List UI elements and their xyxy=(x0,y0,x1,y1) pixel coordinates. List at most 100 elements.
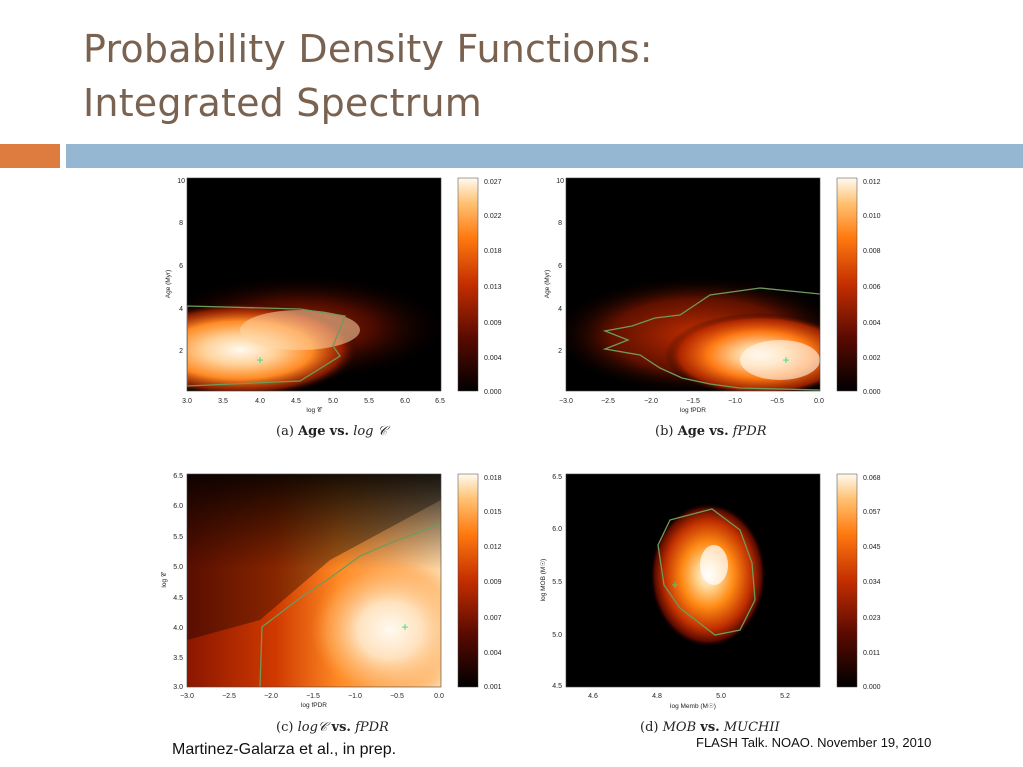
panel-a-x-ticks: 3.0 3.5 4.0 4.5 5.0 5.5 6.0 6.5 xyxy=(182,398,445,405)
panel-c-xtick: −0.5 xyxy=(390,693,404,700)
panel-c-caption: (c) log𝒞 vs. fPDR xyxy=(276,720,389,735)
panel-a-y-ticks: 2 4 6 8 10 xyxy=(177,178,185,355)
panel-d-y-ticks: 4.5 5.0 5.5 6.0 6.5 xyxy=(552,474,562,690)
panel-b-density xyxy=(566,275,820,391)
panel-b-cbar-tick: 0.012 xyxy=(863,179,881,186)
panel-d-xtick: 4.6 xyxy=(588,693,598,700)
panel-c-density xyxy=(187,474,441,687)
panel-c-ytick: 6.5 xyxy=(173,473,183,480)
panel-d-cbar-tick: 0.068 xyxy=(863,475,881,482)
panel-d-ylabel: log MOB (M☉) xyxy=(539,559,547,602)
panel-c-ylabel: log 𝒞 xyxy=(161,571,168,587)
panel-b-cbar-tick: 0.008 xyxy=(863,248,881,255)
panel-c-cbar-tick: 0.004 xyxy=(484,650,502,657)
panel-b-colorbar xyxy=(836,177,858,392)
panel-d-xtick: 4.8 xyxy=(652,693,662,700)
panel-b-xtick: −2.5 xyxy=(601,398,615,405)
panel-d-ytick: 6.0 xyxy=(552,526,562,533)
panel-c-caption-rhs: fPDR xyxy=(355,720,389,735)
panel-a-colorbar xyxy=(457,177,479,392)
panel-c-xtick: −3.0 xyxy=(180,693,194,700)
panel-c: + 3.0 3.5 4.0 4.5 5.0 5.5 6.0 6.5 −3.0 −… xyxy=(161,473,502,709)
panel-a-cbar-tick: 0.004 xyxy=(484,355,502,362)
panel-c-xtick: −1.5 xyxy=(306,693,320,700)
panel-d-cbar-tick: 0.023 xyxy=(863,615,881,622)
panel-a-ytick: 10 xyxy=(177,178,185,185)
panel-a-xtick: 5.5 xyxy=(364,398,374,405)
panel-c-ytick: 3.5 xyxy=(173,655,183,662)
panel-a-xtick: 6.5 xyxy=(435,398,445,405)
footer-event: FLASH Talk. NOAO. November 19, 2010 xyxy=(696,735,932,750)
panel-d-ytick: 5.0 xyxy=(552,632,562,639)
panel-a-caption: (a) Age vs. log 𝒞 xyxy=(276,424,387,439)
panel-c-ytick: 3.0 xyxy=(173,684,183,691)
accent-bar-blue xyxy=(66,144,1023,168)
panel-d-colorbar xyxy=(836,473,858,688)
panel-c-xtick: −2.0 xyxy=(264,693,278,700)
panel-c-ytick: 4.0 xyxy=(173,625,183,632)
panel-d-cbar-tick: 0.045 xyxy=(863,544,881,551)
citation: Martinez-Galarza et al., in prep. xyxy=(172,741,397,758)
panel-b-caption-vs: vs. xyxy=(709,424,729,439)
panel-a-caption-letter: (a) xyxy=(276,424,294,439)
panel-b-caption-letter: (b) xyxy=(655,424,674,439)
panel-d-best-fit-marker: + xyxy=(671,578,678,592)
panel-c-ytick: 6.0 xyxy=(173,503,183,510)
panel-a-ytick: 8 xyxy=(179,220,183,227)
panel-c-x-ticks: −3.0 −2.5 −2.0 −1.5 −1.0 −0.5 0.0 xyxy=(180,693,444,700)
panel-a-ytick: 4 xyxy=(179,306,183,313)
slide-title-line-1: Probability Density Functions: xyxy=(83,27,653,71)
panel-d-contour xyxy=(657,508,756,636)
panel-a-best-fit-marker: + xyxy=(256,353,263,367)
panel-d-cbar-tick: 0.057 xyxy=(863,509,881,516)
panel-b-xtick: 0.0 xyxy=(814,398,824,405)
panel-b-caption-lhs: Age xyxy=(677,424,706,439)
panel-a-cbar-tick: 0.018 xyxy=(484,248,502,255)
panel-b-cbar-tick: 0.004 xyxy=(863,320,881,327)
panel-d-xtick: 5.0 xyxy=(716,693,726,700)
panel-c-xtick: −2.5 xyxy=(222,693,236,700)
panel-b-cbar-tick: 0.006 xyxy=(863,284,881,291)
panel-a-xtick: 4.0 xyxy=(255,398,265,405)
panel-b-ytick: 6 xyxy=(558,263,562,270)
panel-b-colorbar-ticks: 0.012 0.010 0.008 0.006 0.004 0.002 0.00… xyxy=(863,179,881,396)
panel-a-density xyxy=(187,273,441,391)
panel-c-caption-letter: (c) xyxy=(276,720,294,735)
panel-d-ytick: 5.5 xyxy=(552,579,562,586)
panel-c-best-fit-marker: + xyxy=(401,620,408,634)
panel-c-colorbar-ticks: 0.018 0.015 0.012 0.009 0.007 0.004 0.00… xyxy=(484,475,502,691)
panel-b-caption: (b) Age vs. fPDR xyxy=(655,424,767,439)
panel-b: + 2 4 6 8 10 −3.0 −2.5 −2.0 −1.5 −1.0 −0… xyxy=(544,177,881,414)
panel-c-caption-vs: vs. xyxy=(331,720,351,735)
panel-a-ylabel: Age (Myr) xyxy=(165,270,172,299)
panel-b-ytick: 2 xyxy=(558,348,562,355)
panel-a-xtick: 3.5 xyxy=(218,398,228,405)
panel-b-cbar-tick: 0.002 xyxy=(863,355,881,362)
panel-d-xlabel: log Memb (M☉) xyxy=(670,702,716,710)
panel-b-ylabel: Age (Myr) xyxy=(544,270,551,299)
panel-a-caption-rhs: log 𝒞 xyxy=(353,424,388,439)
panel-d-x-ticks: 4.6 4.8 5.0 5.2 xyxy=(588,693,790,700)
panel-b-xlabel: log fPDR xyxy=(680,407,706,414)
panel-a-cbar-tick: 0.013 xyxy=(484,284,502,291)
panel-b-xtick: −2.0 xyxy=(644,398,658,405)
panel-d-colorbar-ticks: 0.068 0.057 0.045 0.034 0.023 0.011 0.00… xyxy=(863,475,881,691)
panel-a-xtick: 6.0 xyxy=(400,398,410,405)
panel-c-xtick: 0.0 xyxy=(434,693,444,700)
panel-d-cbar-tick: 0.011 xyxy=(863,650,880,657)
panel-a-cbar-tick: 0.022 xyxy=(484,213,502,220)
panel-c-contour xyxy=(259,523,441,687)
panel-c-cbar-tick: 0.015 xyxy=(484,509,502,516)
panel-d-xtick: 5.2 xyxy=(780,693,790,700)
panel-c-ytick: 5.5 xyxy=(173,534,183,541)
panel-b-best-fit-marker: + xyxy=(782,353,789,367)
panel-a-cbar-tick: 0.009 xyxy=(484,320,502,327)
panel-b-ytick: 8 xyxy=(558,220,562,227)
panel-a-colorbar-ticks: 0.027 0.022 0.018 0.013 0.009 0.004 0.00… xyxy=(484,179,502,396)
slide-title-line-2: Integrated Spectrum xyxy=(83,81,483,125)
panel-a-cbar-tick: 0.000 xyxy=(484,389,502,396)
panel-b-xtick: −0.5 xyxy=(770,398,784,405)
accent-bar-orange xyxy=(0,144,60,168)
panel-d-ytick: 4.5 xyxy=(552,683,562,690)
